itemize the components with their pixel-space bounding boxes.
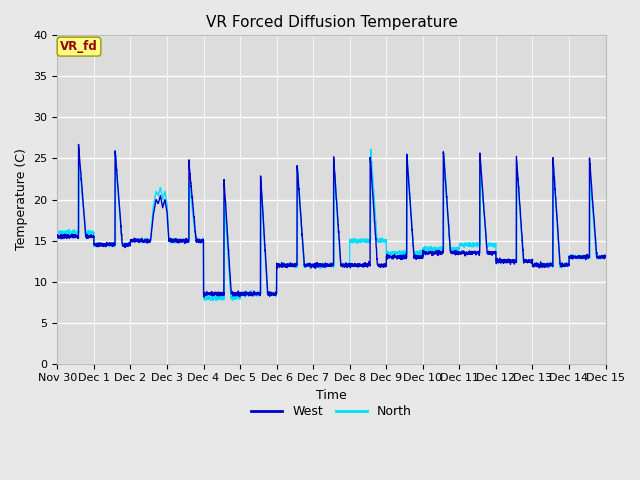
West — [395, 256, 403, 262]
North — [602, 254, 609, 260]
North — [171, 238, 179, 243]
West — [385, 253, 393, 259]
North — [367, 146, 374, 152]
West — [207, 292, 214, 298]
North — [395, 251, 403, 256]
North — [550, 166, 557, 171]
North — [207, 295, 214, 301]
West — [602, 254, 609, 260]
West — [75, 142, 83, 147]
West — [550, 168, 557, 174]
Legend: West, North: West, North — [246, 400, 417, 423]
North — [602, 253, 609, 259]
North — [385, 253, 393, 259]
West — [54, 232, 61, 238]
X-axis label: Time: Time — [316, 389, 347, 402]
Line: North: North — [58, 149, 605, 300]
North — [212, 298, 220, 303]
Title: VR Forced Diffusion Temperature: VR Forced Diffusion Temperature — [205, 15, 458, 30]
North — [54, 229, 61, 235]
Text: VR_fd: VR_fd — [60, 40, 98, 53]
West — [171, 238, 179, 243]
West — [200, 294, 208, 300]
Line: West: West — [58, 144, 605, 297]
Y-axis label: Temperature (C): Temperature (C) — [15, 149, 28, 251]
West — [602, 253, 609, 259]
